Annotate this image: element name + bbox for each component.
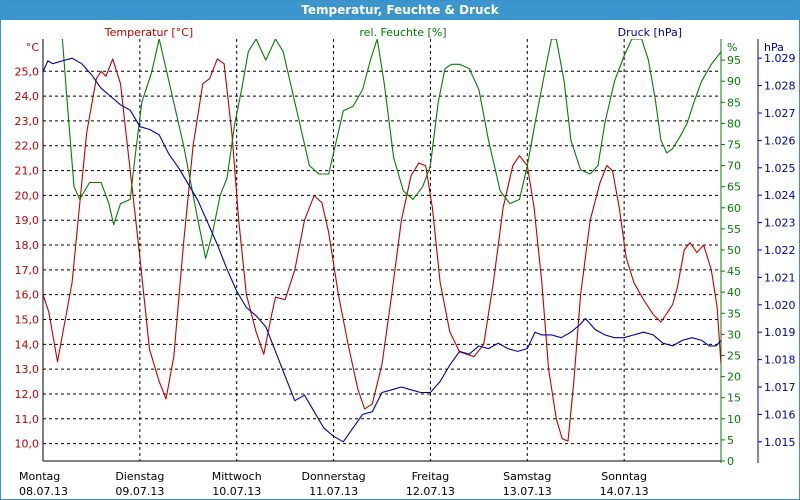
- temperature-tick-label: 23,0: [15, 115, 40, 128]
- humidity-tick-label: 55: [727, 223, 741, 236]
- series-line-pressure: [43, 57, 721, 443]
- x-day-label: Sonntag: [601, 470, 647, 483]
- humidity-tick-label: 40: [727, 286, 741, 299]
- series-line-humidity: [61, 39, 721, 259]
- temperature-tick-label: 17,0: [15, 264, 40, 277]
- x-date-label: 13.07.13: [503, 485, 552, 498]
- temperature-tick-label: 20,0: [15, 189, 40, 202]
- axes: [42, 39, 762, 463]
- humidity-tick-label: 20: [727, 371, 741, 384]
- temperature-tick-label: 14,0: [15, 338, 40, 351]
- pressure-tick-label: 1.022: [764, 244, 796, 257]
- x-date-label: 08.07.13: [19, 485, 68, 498]
- temperature-tick-label: 15,0: [15, 314, 40, 327]
- humidity-tick-label: 15: [727, 392, 741, 405]
- temperature-tick-label: 12,0: [15, 388, 40, 401]
- series-line-temperature: [43, 58, 721, 442]
- temperature-tick-label: 16,0: [15, 289, 40, 302]
- temperature-tick-label: 25,0: [15, 65, 40, 78]
- pressure-tick-label: 1.024: [764, 189, 796, 202]
- humidity-tick-label: 90: [727, 75, 741, 88]
- humidity-tick-label: 80: [727, 117, 741, 130]
- temperature-unit-label: °C: [26, 41, 40, 54]
- chart-canvas: 10,0 11,0 12,0 13,0 14,0 15,0 16,0 17,0 18,0 19,0…: [15, 26, 796, 498]
- temperature-axis-title: Temperatur [°C]: [104, 26, 193, 39]
- humidity-tick-label: 10: [727, 413, 741, 426]
- x-date-label: 11.07.13: [309, 485, 358, 498]
- pressure-unit-label: hPa: [764, 41, 784, 54]
- pressure-tick-label: 1.019: [764, 326, 796, 339]
- pressure-tick-label: 1.020: [764, 299, 796, 312]
- humidity-tick-label: 65: [727, 181, 741, 194]
- window-title: Temperatur, Feuchte & Druck: [1, 1, 799, 20]
- pressure-tick-label: 1.015: [764, 436, 796, 449]
- x-date-label: 14.07.13: [600, 485, 649, 498]
- x-day-label: Mittwoch: [212, 470, 262, 483]
- x-day-label: Dienstag: [115, 470, 164, 483]
- temperature-tick-label: 18,0: [15, 239, 40, 252]
- temperature-tick-label: 10,0: [15, 438, 40, 451]
- temperature-tick-label: 19,0: [15, 214, 40, 227]
- temperature-tick-label: 11,0: [15, 413, 40, 426]
- humidity-tick-label: 25: [727, 350, 741, 363]
- humidity-tick-label: 50: [727, 244, 741, 257]
- temperature-tick-label: 24,0: [15, 90, 40, 103]
- x-day-label: Samstag: [503, 470, 551, 483]
- x-day-label: Donnerstag: [301, 470, 365, 483]
- humidity-tick-label: 45: [727, 265, 741, 278]
- pressure-tick-label: 1.025: [764, 162, 796, 175]
- pressure-tick-label: 1.029: [764, 52, 796, 65]
- pressure-tick-label: 1.028: [764, 80, 796, 93]
- pressure-tick-label: 1.021: [764, 271, 796, 284]
- humidity-tick-label: 75: [727, 139, 741, 152]
- humidity-tick-label: 0: [727, 455, 734, 468]
- x-date-label: 12.07.13: [406, 485, 455, 498]
- pressure-tick-label: 1.026: [764, 134, 796, 147]
- labels: 10,0 11,0 12,0 13,0 14,0 15,0 16,0 17,0 18,0 19,0…: [15, 26, 796, 498]
- pressure-axis-title: Druck [hPa]: [618, 26, 682, 39]
- pressure-tick-label: 1.023: [764, 217, 796, 230]
- pressure-tick-label: 1.017: [764, 381, 796, 394]
- pressure-tick-label: 1.016: [764, 408, 796, 421]
- humidity-tick-label: 30: [727, 328, 741, 341]
- x-date-label: 10.07.13: [212, 485, 261, 498]
- humidity-axis-title: rel. Feuchte [%]: [359, 26, 446, 39]
- humidity-tick-label: 95: [727, 54, 741, 67]
- temperature-tick-label: 22,0: [15, 140, 40, 153]
- humidity-tick-label: 35: [727, 307, 741, 320]
- temperature-tick-label: 21,0: [15, 165, 40, 178]
- x-day-label: Freitag: [412, 470, 450, 483]
- grid: [43, 39, 721, 461]
- humidity-tick-label: 70: [727, 160, 741, 173]
- x-date-label: 09.07.13: [115, 485, 164, 498]
- temperature-tick-label: 13,0: [15, 363, 40, 376]
- series-lines: [43, 39, 721, 443]
- pressure-tick-label: 1.027: [764, 107, 796, 120]
- humidity-unit-label: %: [727, 41, 737, 54]
- x-day-label: Montag: [19, 470, 60, 483]
- humidity-tick-label: 85: [727, 96, 741, 109]
- humidity-tick-label: 5: [727, 434, 734, 447]
- pressure-tick-label: 1.018: [764, 354, 796, 367]
- humidity-tick-label: 60: [727, 202, 741, 215]
